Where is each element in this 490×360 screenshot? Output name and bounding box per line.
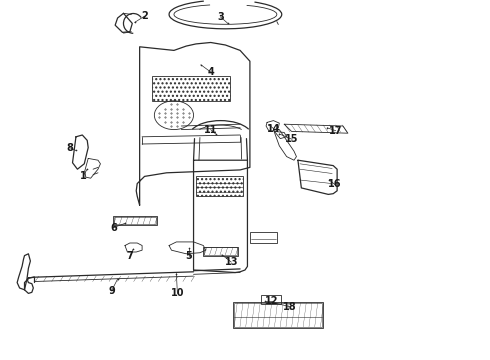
- Text: 11: 11: [204, 125, 218, 135]
- Text: 8: 8: [66, 143, 73, 153]
- Bar: [114, 217, 156, 224]
- Bar: [196, 176, 243, 196]
- Text: 5: 5: [185, 251, 192, 261]
- Text: 10: 10: [171, 288, 184, 298]
- Text: 1: 1: [80, 171, 87, 181]
- Bar: [234, 303, 322, 327]
- Text: 16: 16: [328, 179, 342, 189]
- Text: 2: 2: [141, 11, 148, 21]
- Bar: [250, 232, 277, 243]
- Text: 13: 13: [224, 257, 238, 267]
- Bar: [233, 302, 323, 328]
- Text: 15: 15: [285, 134, 299, 144]
- Text: 7: 7: [126, 251, 133, 261]
- Text: 18: 18: [283, 302, 297, 312]
- Text: 3: 3: [217, 12, 224, 22]
- Bar: [113, 216, 157, 225]
- Text: 9: 9: [108, 285, 115, 296]
- Text: 6: 6: [110, 222, 117, 233]
- Bar: [204, 247, 237, 255]
- Bar: [152, 76, 230, 101]
- Text: 12: 12: [265, 296, 279, 306]
- Bar: [261, 295, 281, 304]
- Text: 14: 14: [267, 123, 280, 134]
- Bar: [203, 247, 238, 256]
- Text: 17: 17: [329, 126, 343, 136]
- Text: 4: 4: [207, 67, 214, 77]
